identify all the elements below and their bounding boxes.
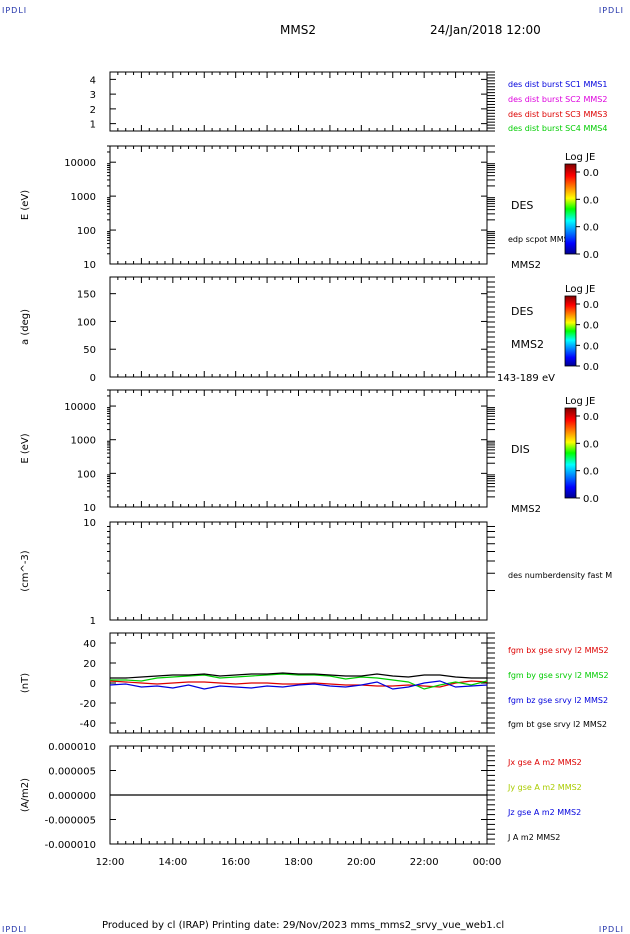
series-line-bt (110, 672, 487, 679)
panel-frame-spacecraft (109, 71, 488, 132)
bottom-label-des-energy: MMS2 (511, 260, 541, 271)
y-tick-label-magnetic-field: 0 (90, 679, 96, 690)
legend-entry-spacecraft: des dist burst SC4 MMS4 (508, 124, 607, 133)
y-tick-label-current-density: -0.000005 (45, 816, 96, 827)
y-tick-label-current-density: 0.000005 (48, 767, 96, 778)
x-tick-label: 22:00 (410, 857, 439, 868)
side-label-des-pitch: DES (511, 305, 533, 318)
colorbar-tick-label: 0.0 (583, 341, 599, 352)
legend-entry-magnetic-field: fgm bt gse srvy l2 MMS2 (508, 720, 607, 729)
colorbar-tick-label: 0.0 (583, 300, 599, 311)
y-tick-label-magnetic-field: 20 (83, 659, 96, 670)
colorbar-tick-label: 0.0 (583, 168, 599, 179)
panel-frame-des-energy (109, 145, 488, 265)
colorbar-title: Log JE (565, 284, 595, 295)
colorbar-title: Log JE (565, 396, 595, 407)
y-axis-label-magnetic-field: (nT) (20, 673, 31, 693)
y-tick-label-density: 10 (83, 518, 96, 529)
x-tick-label: 18:00 (284, 857, 313, 868)
y-tick-label-magnetic-field: 40 (83, 639, 96, 650)
legend-entry-spacecraft: des dist burst SC3 MMS3 (508, 110, 607, 119)
y-axis-label-des-energy: E (eV) (20, 190, 31, 220)
legend-entry-density: des numberdensity fast M (508, 571, 612, 580)
y-tick-label-spacecraft: 3 (90, 90, 96, 101)
y-tick-label-current-density: 0.000000 (48, 791, 96, 802)
legend-entry-spacecraft: des dist burst SC1 MMS1 (508, 80, 607, 89)
y-tick-label-spacecraft: 2 (90, 105, 96, 116)
corner-logo-bottom-right: IPDLI (598, 925, 624, 934)
y-tick-label-spacecraft: 4 (90, 75, 96, 86)
legend-entry-magnetic-field: fgm bx gse srvy l2 MMS2 (508, 646, 609, 655)
y-tick-label-dis-energy: 10 (83, 503, 96, 514)
y-axis-label-current-density: (A/m2) (20, 778, 31, 812)
legend-entry-current-density: Jy gse A m2 MMS2 (507, 783, 582, 792)
colorbar-tick-label: 0.0 (583, 439, 599, 450)
legend-entry-current-density: Jz gse A m2 MMS2 (507, 808, 581, 817)
panel-frame-density (109, 521, 488, 621)
bottom-label-des-pitch: 143-189 eV (497, 373, 555, 384)
colorbar-tick-label: 0.0 (583, 362, 599, 373)
y-tick-label-des-pitch: 50 (83, 345, 96, 356)
colorbar-des-energy (564, 163, 577, 255)
colorbar-tick-label: 0.0 (583, 321, 599, 332)
y-tick-label-des-energy: 100 (77, 226, 96, 237)
y-tick-label-dis-energy: 1000 (71, 436, 96, 447)
plot-datetime: 24/Jan/2018 12:00 (430, 23, 541, 37)
y-tick-label-magnetic-field: -40 (80, 719, 96, 730)
side-label-des-energy: edp scpot MMS2 (508, 235, 574, 244)
series-line-bx (109, 680, 488, 688)
legend-entry-current-density: J A m2 MMS2 (507, 833, 560, 842)
corner-logo-top-right: IPDLI (598, 6, 624, 15)
series-line-by (110, 673, 488, 690)
series-line-bz (109, 680, 488, 690)
colorbar-tick-label: 0.0 (583, 250, 599, 261)
plot-title: MMS2 (280, 23, 316, 37)
y-tick-label-magnetic-field: -20 (80, 699, 96, 710)
colorbar-tick-label: 0.0 (583, 195, 599, 206)
x-tick-label: 16:00 (221, 857, 250, 868)
x-tick-label: 12:00 (96, 857, 125, 868)
colorbar-tick-label: 0.0 (583, 223, 599, 234)
legend-entry-magnetic-field: fgm bz gse srvy l2 MMS2 (508, 696, 608, 705)
y-tick-label-dis-energy: 100 (77, 469, 96, 480)
x-tick-label: 20:00 (347, 857, 376, 868)
legend-entry-current-density: Jx gse A m2 MMS2 (507, 758, 582, 767)
footer-credits: Produced by cl (IRAP) Printing date: 29/… (102, 920, 505, 931)
side-label-dis-energy: DIS (511, 443, 530, 456)
colorbar-dis-energy (564, 407, 577, 499)
legend-entry-magnetic-field: fgm by gse srvy l2 MMS2 (508, 671, 609, 680)
y-axis-label-density: (cm^-3) (20, 550, 31, 591)
y-tick-label-des-energy: 10 (83, 260, 96, 271)
y-tick-label-spacecraft: 1 (90, 120, 96, 131)
y-tick-label-des-pitch: 150 (77, 290, 96, 301)
colorbar-title: Log JE (565, 152, 595, 163)
corner-logo-top-left: IPDLI (2, 6, 28, 15)
y-tick-label-des-pitch: 100 (77, 317, 96, 328)
x-tick-label: 00:00 (473, 857, 502, 868)
colorbar-tick-label: 0.0 (583, 494, 599, 505)
y-axis-label-dis-energy: E (eV) (20, 433, 31, 463)
panel-frame-des-pitch (109, 276, 488, 378)
y-tick-label-current-density: 0.000010 (48, 742, 96, 753)
panel-frame-dis-energy (109, 389, 488, 508)
side-label-des-pitch: MMS2 (511, 338, 544, 351)
y-tick-label-des-energy: 10000 (64, 158, 96, 169)
y-tick-label-dis-energy: 10000 (64, 402, 96, 413)
x-tick-label: 14:00 (158, 857, 187, 868)
side-label-des-energy: DES (511, 199, 533, 212)
y-axis-label-des-pitch: a (deg) (20, 309, 31, 345)
legend-entry-spacecraft: des dist burst SC2 MMS2 (508, 95, 607, 104)
corner-logo-bottom-left: IPDLI (2, 925, 28, 934)
colorbar-tick-label: 0.0 (583, 467, 599, 478)
colorbar-des-pitch (564, 295, 577, 367)
y-tick-label-des-energy: 1000 (71, 192, 96, 203)
y-tick-label-current-density: -0.000010 (45, 840, 96, 851)
bottom-label-dis-energy: MMS2 (511, 504, 541, 515)
y-tick-label-density: 1 (90, 616, 96, 627)
y-tick-label-des-pitch: 0 (90, 373, 96, 384)
colorbar-tick-label: 0.0 (583, 412, 599, 423)
